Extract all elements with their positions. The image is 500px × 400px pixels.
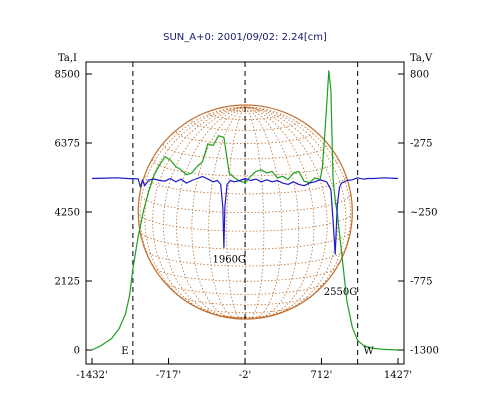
limb-markers xyxy=(132,62,359,364)
chart-title: SUN_A+0: 2001/09/02: 2.24[cm] xyxy=(163,32,327,43)
series-i-line xyxy=(91,70,399,351)
right-tick-label: 800 xyxy=(410,70,429,81)
series-v-line xyxy=(91,175,399,255)
x-tick-label: -717' xyxy=(156,370,181,381)
disk-longitude-line xyxy=(152,106,246,319)
left-tick-label: 0 xyxy=(74,346,80,357)
series-lines xyxy=(91,70,399,351)
disk-latitude-line xyxy=(162,279,328,295)
left-axis-label: Ta,I xyxy=(58,53,77,64)
annotation-label: 2550G xyxy=(324,287,357,298)
right-axis-label: Ta,V xyxy=(410,53,433,64)
disk-longitude-line xyxy=(144,106,246,318)
x-tick-label: -1432' xyxy=(76,370,108,381)
right-tick-label: -1300 xyxy=(410,346,439,357)
right-tick-label: ~250 xyxy=(410,208,437,219)
axis-ticks: -1432' -717' -2' 712' 1427' 8500 6375 4250 2125 0… xyxy=(55,70,439,382)
annotation-label: 1960G xyxy=(212,254,245,265)
disk-longitude-line xyxy=(245,106,347,318)
right-tick-label: -775 xyxy=(410,277,432,288)
annotations: 1960G 2550G E W xyxy=(121,254,374,357)
disk-longitude-line xyxy=(245,106,283,320)
disk-longitude-line xyxy=(245,106,352,318)
disk-longitude-line xyxy=(226,106,246,320)
x-tick-label: 712' xyxy=(311,370,333,381)
disk-latitude-line xyxy=(144,175,347,195)
disk-longitude-line xyxy=(162,106,246,319)
disk-longitude-line xyxy=(245,106,328,319)
disk-latitude-line xyxy=(176,131,315,145)
disk-longitude-line xyxy=(244,106,265,320)
disk-longitude-line xyxy=(245,106,300,320)
x-tick-label: -2' xyxy=(239,370,252,381)
disk-longitude-line xyxy=(208,106,246,320)
disk-longitude-line xyxy=(139,106,246,318)
disk-latitude-line xyxy=(144,247,347,267)
left-tick-label: 2125 xyxy=(55,277,80,288)
limb-label-west: W xyxy=(364,346,375,357)
left-tick-label: 8500 xyxy=(55,70,80,81)
x-tick-label: 1427' xyxy=(384,370,412,381)
disk-limb xyxy=(137,104,353,320)
limb-label-east: E xyxy=(121,346,128,357)
disk-longitude-line xyxy=(191,106,246,320)
disk-latitude-line xyxy=(139,230,352,250)
disk-longitude-line xyxy=(245,106,315,319)
right-tick-label: -275 xyxy=(410,139,432,150)
left-tick-label: 6375 xyxy=(55,139,80,150)
disk-longitude-line xyxy=(176,106,246,319)
disk-latitude-line xyxy=(208,112,283,120)
left-tick-label: 4250 xyxy=(55,208,80,219)
solar-disk-grid xyxy=(137,104,353,320)
disk-latitude-line xyxy=(191,120,300,131)
